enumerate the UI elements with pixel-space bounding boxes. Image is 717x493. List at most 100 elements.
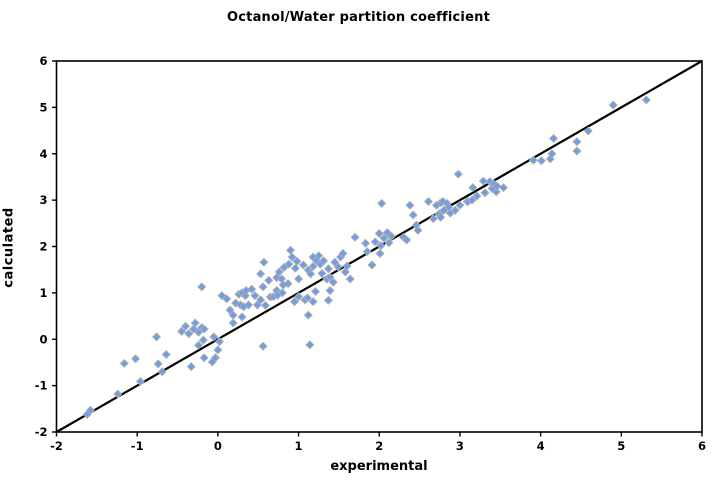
scatter-point bbox=[264, 275, 274, 285]
scatter-point bbox=[338, 248, 348, 258]
scatter-point bbox=[323, 264, 333, 274]
scatter-point bbox=[113, 389, 123, 399]
scatter-point bbox=[436, 212, 446, 222]
scatter-point bbox=[485, 177, 495, 187]
scatter-point bbox=[467, 195, 477, 205]
scatter-point bbox=[222, 294, 232, 304]
scatter-point bbox=[294, 292, 304, 302]
scatter-point bbox=[342, 261, 352, 271]
scatter-point bbox=[119, 358, 129, 368]
x-axis-title: experimental bbox=[330, 459, 428, 474]
scatter-point bbox=[252, 300, 262, 310]
scatter-point bbox=[379, 233, 389, 243]
scatter-point bbox=[468, 183, 478, 193]
scatter-point bbox=[361, 238, 371, 248]
scatter-point bbox=[85, 405, 95, 415]
y-tick-label: 6 bbox=[39, 54, 47, 68]
scatter-point bbox=[362, 247, 372, 257]
scatter-point bbox=[308, 261, 318, 271]
y-tick-label: 4 bbox=[39, 147, 47, 161]
scatter-point bbox=[370, 237, 380, 247]
scatter-point bbox=[549, 133, 559, 143]
scatter-point bbox=[199, 324, 209, 334]
scatter-point bbox=[491, 187, 501, 197]
scatter-point bbox=[536, 156, 546, 166]
x-tick-label: 5 bbox=[617, 439, 625, 453]
scatter-point bbox=[375, 248, 385, 258]
scatter-point bbox=[583, 126, 593, 136]
scatter-point bbox=[428, 214, 438, 224]
scatter-point bbox=[408, 210, 418, 220]
scatter-point bbox=[240, 291, 250, 301]
scatter-point bbox=[283, 279, 293, 289]
scatter-point bbox=[228, 318, 238, 328]
scatter-point bbox=[259, 257, 269, 267]
y-tick-label: 1 bbox=[39, 286, 47, 300]
scatter-point bbox=[325, 272, 335, 282]
scatter-point bbox=[290, 263, 300, 273]
scatter-point bbox=[453, 169, 463, 179]
scatter-point bbox=[194, 340, 204, 350]
scatter-point bbox=[423, 197, 433, 207]
scatter-point bbox=[244, 300, 254, 310]
scatter-point bbox=[547, 149, 557, 159]
scatter-point bbox=[384, 238, 394, 248]
scatter-point bbox=[608, 100, 618, 110]
scatter-point bbox=[402, 235, 412, 245]
scatter-point bbox=[572, 146, 582, 156]
scatter-point bbox=[367, 260, 377, 270]
scatter-point bbox=[472, 191, 482, 201]
scatter-point bbox=[153, 359, 163, 369]
scatter-point bbox=[298, 260, 308, 270]
scatter-point bbox=[210, 353, 220, 363]
scatter-point bbox=[478, 176, 488, 186]
scatter-point bbox=[177, 326, 187, 336]
scatter-point bbox=[190, 318, 200, 328]
scatter-point bbox=[323, 295, 333, 305]
scatter-point bbox=[277, 288, 287, 298]
scatter-point bbox=[305, 340, 315, 350]
x-tick-label: 0 bbox=[214, 439, 222, 453]
y-tick-label: -2 bbox=[35, 425, 48, 439]
scatter-point bbox=[256, 295, 266, 305]
scatter-point bbox=[131, 354, 141, 364]
scatter-point bbox=[545, 154, 555, 164]
y-tick-label: 5 bbox=[39, 100, 47, 114]
scatter-point bbox=[325, 286, 335, 296]
scatter-point bbox=[189, 324, 199, 334]
scatter-point bbox=[186, 362, 196, 372]
scatter-point bbox=[308, 297, 318, 307]
scatter-point bbox=[198, 335, 208, 345]
y-tick-label: -1 bbox=[35, 379, 48, 393]
scatter-point bbox=[152, 332, 162, 342]
scatter-point bbox=[314, 251, 324, 261]
scatter-point bbox=[306, 269, 316, 279]
scatter-point bbox=[260, 300, 270, 310]
scatter-point bbox=[345, 274, 355, 284]
scatter-point bbox=[455, 200, 465, 210]
scatter-point bbox=[258, 282, 268, 292]
scatter-point bbox=[274, 267, 284, 277]
x-tick-label: -2 bbox=[50, 439, 63, 453]
scatter-point bbox=[214, 337, 224, 347]
scatter-point bbox=[405, 200, 415, 210]
scatter-point bbox=[333, 262, 343, 272]
scatter-point bbox=[213, 345, 223, 355]
scatter-point bbox=[199, 353, 209, 363]
scatter-point bbox=[258, 341, 268, 351]
scatter-point bbox=[376, 241, 386, 251]
scatter-point bbox=[317, 268, 327, 278]
scatter-point bbox=[287, 252, 297, 262]
scatter-point bbox=[377, 198, 387, 208]
scatter-point bbox=[480, 188, 490, 198]
x-tick-label: 1 bbox=[295, 439, 303, 453]
scatter-point bbox=[319, 256, 329, 266]
x-tick-label: 4 bbox=[537, 439, 545, 453]
scatter-point bbox=[197, 282, 207, 292]
y-tick-label: 3 bbox=[39, 193, 47, 207]
scatter-point bbox=[528, 155, 538, 165]
scatter-point bbox=[572, 137, 582, 147]
x-tick-label: 6 bbox=[698, 439, 706, 453]
scatter-point bbox=[290, 297, 300, 307]
